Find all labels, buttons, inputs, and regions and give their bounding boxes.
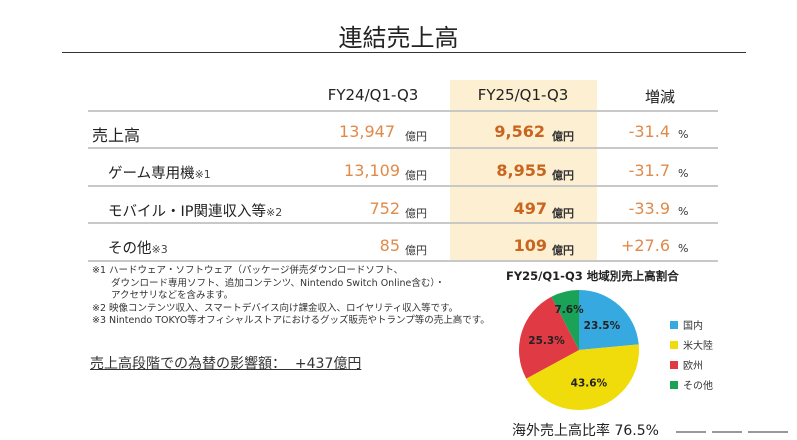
footnote-ref: ※1 xyxy=(194,168,211,181)
legend-label: 米大陸 xyxy=(683,341,713,352)
legend-label: 欧州 xyxy=(683,361,703,372)
pie-slice-2 xyxy=(526,344,639,410)
legend-item: 欧州 xyxy=(670,357,703,372)
pie-label: 7.6% xyxy=(555,304,585,316)
fy24-value: 13,109 xyxy=(344,161,400,180)
change-unit: % xyxy=(678,205,689,218)
legend-item: その他 xyxy=(670,377,713,392)
fy24-unit: 億円 xyxy=(405,169,427,182)
legend-swatch xyxy=(670,340,678,349)
region-pie-chart: 23.5% 43.6% 25.3% 7.6% xyxy=(519,290,639,410)
header-fy24: FY24/Q1-Q3 xyxy=(327,86,419,104)
legend-swatch xyxy=(670,320,678,329)
pie-slice-1 xyxy=(579,290,639,350)
footnote-line: ※1 ハードウェア・ソフトウェア（パッケージ併売ダウンロードソフト、 xyxy=(92,265,404,276)
row-label-text: モバイル・IP関連収入等 xyxy=(108,204,267,220)
row-label: モバイル・IP関連収入等※2 xyxy=(108,200,282,221)
pie-label: 43.6% xyxy=(571,378,608,390)
header-fy25: FY25/Q1-Q3 xyxy=(477,86,569,104)
pie-title: FY25/Q1-Q3 地域別売上高割合 xyxy=(506,269,679,283)
change-value: +27.6 xyxy=(620,236,670,255)
fy25-unit: 億円 xyxy=(552,130,574,143)
footnote-line: ※3 Nintendo TOKYO等オフィシャルストアにおけるグッズ販売やトラン… xyxy=(92,315,490,326)
legend-swatch xyxy=(670,360,678,369)
legend-label: その他 xyxy=(683,381,713,392)
footnote-ref: ※3 xyxy=(151,243,168,256)
row-divider xyxy=(88,185,718,187)
fy24-unit: 億円 xyxy=(405,130,427,143)
row-divider xyxy=(88,260,718,262)
title-divider xyxy=(62,52,746,53)
divider xyxy=(748,431,788,433)
fy24-unit: 億円 xyxy=(405,207,427,220)
legend-item: 米大陸 xyxy=(670,337,713,352)
change-unit: % xyxy=(678,242,689,255)
change-value: -33.9 xyxy=(628,199,670,218)
row-label: ゲーム専用機※1 xyxy=(108,162,211,183)
legend-item: 国内 xyxy=(670,317,703,332)
legend-swatch xyxy=(670,380,678,389)
fy25-value: 497 xyxy=(513,199,547,218)
pie-label: 25.3% xyxy=(528,335,565,347)
change-value: -31.7 xyxy=(628,161,670,180)
row-divider xyxy=(88,222,718,224)
fy25-unit: 億円 xyxy=(552,244,574,257)
footnote-ref: ※2 xyxy=(266,206,283,219)
row-label-text: ゲーム専用機 xyxy=(108,166,195,182)
fy25-value: 109 xyxy=(513,236,547,255)
fy24-value: 752 xyxy=(369,199,400,218)
legend-label: 国内 xyxy=(683,321,703,332)
fy24-value: 85 xyxy=(379,236,400,255)
pie-slice-4 xyxy=(551,290,579,350)
page-title: 連結売上高 xyxy=(338,24,459,52)
change-value: -31.4 xyxy=(628,122,670,141)
fy24-value: 13,947 xyxy=(339,122,395,141)
row-label-text: 売上高 xyxy=(92,126,141,145)
overseas-ratio: 海外売上高比率 76.5% xyxy=(512,423,659,439)
fy25-value: 8,955 xyxy=(496,161,547,180)
pie-slice-3 xyxy=(519,296,579,379)
fy25-unit: 億円 xyxy=(552,169,574,182)
divider xyxy=(676,431,706,433)
change-unit: % xyxy=(678,167,689,180)
footnote-line: ダウンロード専用ソフト、追加コンテンツ、Nintendo Switch Onli… xyxy=(92,277,445,289)
fx-impact: 売上高段階での為替の影響額： +437億円 xyxy=(90,356,362,372)
footnotes: ※1 ハードウェア・ソフトウェア（パッケージ併売ダウンロードソフト、 ダウンロー… xyxy=(92,265,490,328)
row-label-text: その他 xyxy=(108,241,152,257)
fy25-value: 9,562 xyxy=(494,122,545,141)
row-divider xyxy=(88,147,718,149)
row-label: 売上高 xyxy=(92,122,140,146)
pie-label: 23.5% xyxy=(584,320,621,332)
footnote-line: アクセサリなどを含みます。 xyxy=(92,290,234,301)
fy24-unit: 億円 xyxy=(405,244,427,257)
footnote-line: ※2 映像コンテンツ収入、スマートデバイス向け課金収入、ロイヤリティ収入等です。 xyxy=(92,302,459,314)
divider xyxy=(712,431,742,433)
header-divider xyxy=(88,110,718,112)
header-change: 増減 xyxy=(644,88,675,106)
change-unit: % xyxy=(678,128,689,141)
row-label: その他※3 xyxy=(108,237,168,258)
fy25-unit: 億円 xyxy=(552,207,574,220)
